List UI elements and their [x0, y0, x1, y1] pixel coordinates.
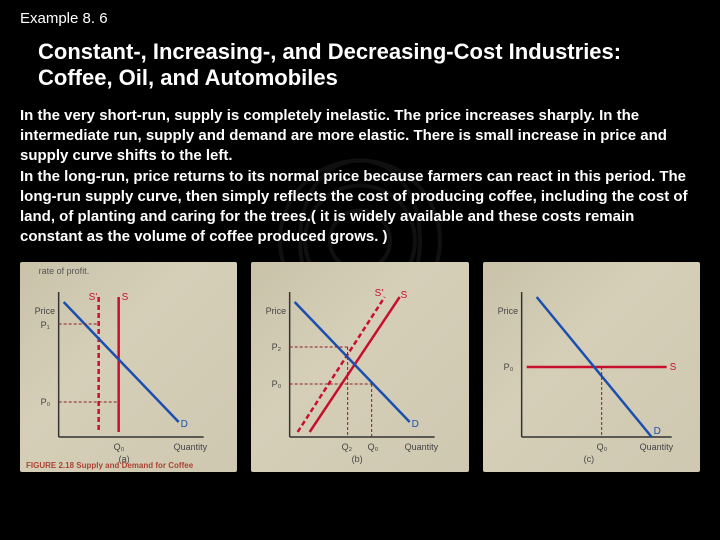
label-p0: P₀ [272, 379, 282, 389]
y-axis-label: Price [497, 306, 518, 316]
label-q0: Q₀ [368, 442, 379, 452]
label-q2: Q₂ [342, 442, 353, 452]
label-s: S [669, 362, 676, 373]
body-paragraph: In the very short-run, supply is complet… [20, 106, 700, 248]
figure-panel-a: rate of profit. Price S S' D P₁ P₀ Q₀ Qu… [20, 262, 237, 472]
demand-line [64, 302, 179, 422]
label-s: S [401, 290, 408, 301]
header-text: rate of profit. [39, 266, 90, 276]
figure-caption: FIGURE 2.18 Supply and Demand for Coffee [26, 461, 193, 470]
label-p0: P₀ [503, 362, 513, 372]
label-d: D [653, 426, 660, 437]
label-s-prime: S' [375, 288, 384, 299]
label-d: D [412, 419, 419, 430]
label-d: D [181, 419, 188, 430]
label-s: S [122, 292, 129, 303]
label-q0: Q₀ [596, 442, 607, 452]
figure-panel-b: Price S S' D P₂ P₀ Q₂ Q₀ Quantity (b) [251, 262, 468, 472]
label-p1: P₁ [41, 320, 50, 330]
y-axis-label: Price [266, 306, 287, 316]
figure-panel-c: Price S D P₀ Q₀ Quantity (c) [483, 262, 700, 472]
label-q0: Q₀ [114, 442, 125, 452]
example-label: Example 8. 6 [20, 10, 700, 27]
x-axis-label: Quantity [405, 442, 439, 452]
figure-row: rate of profit. Price S S' D P₁ P₀ Q₀ Qu… [20, 262, 700, 472]
label-s-prime: S' [89, 292, 98, 303]
demand-line [295, 302, 410, 422]
label-p2: P₂ [272, 342, 282, 352]
label-p0: P₀ [41, 397, 51, 407]
panel-label: (b) [352, 454, 363, 464]
panel-label: (c) [583, 454, 594, 464]
x-axis-label: Quantity [174, 442, 208, 452]
y-axis-label: Price [35, 306, 56, 316]
slide-title: Constant-, Increasing-, and Decreasing-C… [38, 39, 682, 92]
x-axis-label: Quantity [639, 442, 673, 452]
